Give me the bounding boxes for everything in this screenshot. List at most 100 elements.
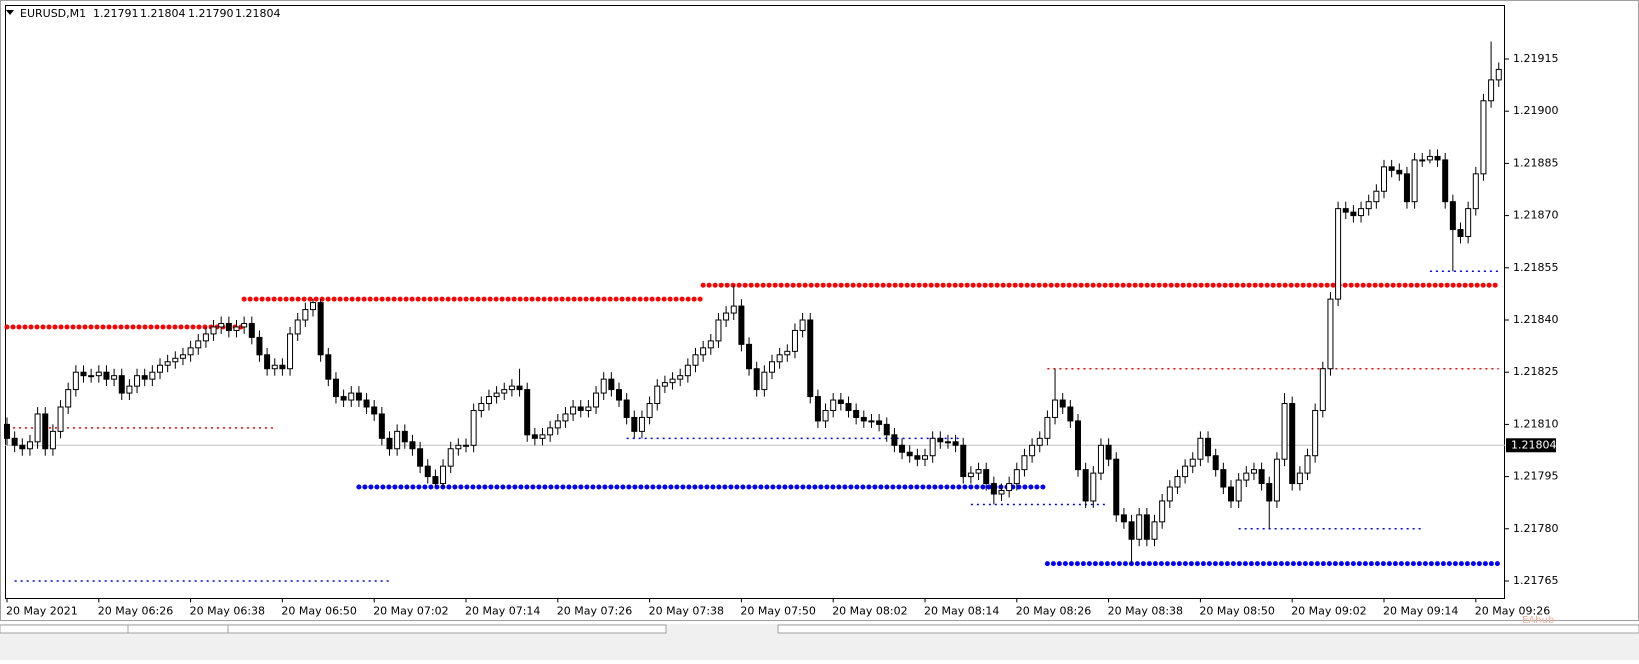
candle-body xyxy=(929,437,936,457)
candle-body xyxy=(1350,211,1357,217)
candle-body xyxy=(822,409,829,422)
candle-body xyxy=(1067,406,1074,422)
x-tick-label: 20 May 09:26 xyxy=(1475,604,1550,617)
candle-body xyxy=(1113,458,1120,516)
candle-body xyxy=(1052,399,1059,418)
x-tick-label: 20 May 06:38 xyxy=(190,604,265,617)
candle-body xyxy=(279,364,286,370)
candle-body xyxy=(72,371,79,391)
candle-body xyxy=(730,305,737,314)
candle-body xyxy=(287,333,294,370)
candle-body xyxy=(157,364,163,373)
candle-body xyxy=(753,368,760,391)
candle-body xyxy=(799,319,806,331)
x-tick-label: 20 May 2021 xyxy=(6,604,78,617)
candle-body xyxy=(355,392,362,401)
candle-body xyxy=(638,416,645,432)
plot-border xyxy=(5,5,1505,599)
candle-body xyxy=(1075,420,1081,471)
candle-body xyxy=(440,465,447,485)
candle-body xyxy=(447,448,454,467)
candle-body xyxy=(769,361,775,373)
candle-body xyxy=(95,371,102,377)
y-tick-label: 1.21870 xyxy=(1513,209,1559,222)
candle-body xyxy=(585,406,592,411)
candle-body xyxy=(1312,409,1319,457)
tab[interactable] xyxy=(127,624,229,634)
candle-body xyxy=(776,354,783,363)
candle-body xyxy=(1097,444,1104,474)
candle-body xyxy=(187,347,194,356)
candle-body xyxy=(876,420,883,425)
candle-body xyxy=(1013,469,1020,485)
candle-body xyxy=(570,406,577,415)
candle-body xyxy=(1488,79,1495,102)
candle-body xyxy=(1182,465,1189,478)
candle-body xyxy=(88,375,95,378)
candle-body xyxy=(1403,173,1410,203)
candle-body xyxy=(1220,469,1227,488)
candle-body xyxy=(960,444,967,478)
candle-body xyxy=(80,371,87,377)
candle-body xyxy=(738,305,745,345)
candle-body xyxy=(332,378,339,398)
candle-body xyxy=(401,430,408,443)
candle-body xyxy=(1419,159,1426,162)
candle-body xyxy=(340,396,347,401)
candle-body xyxy=(394,430,401,450)
y-tick-label: 1.21855 xyxy=(1513,261,1559,274)
y-tick-label: 1.21840 xyxy=(1513,313,1559,326)
candle-body xyxy=(1205,437,1212,457)
candle-body xyxy=(692,354,699,366)
candle-body xyxy=(661,382,668,387)
candle-body xyxy=(600,378,607,394)
candle-body xyxy=(1335,208,1342,300)
y-tick-label: 1.21780 xyxy=(1513,522,1559,535)
header-value: 1.21804 xyxy=(140,7,186,20)
candle-body xyxy=(248,322,255,338)
scrollbar[interactable] xyxy=(777,624,1639,634)
candle-body xyxy=(126,385,133,394)
menu-arrow[interactable] xyxy=(6,10,14,15)
symbol: EURUSD,M1 xyxy=(20,7,86,20)
x-tick-label: 20 May 08:50 xyxy=(1199,604,1274,617)
candle-body xyxy=(1434,155,1441,161)
candle-body xyxy=(868,420,875,423)
candle-body xyxy=(310,302,316,311)
candle-body xyxy=(1174,476,1181,488)
candle-body xyxy=(700,347,707,356)
candle-body xyxy=(1411,159,1418,203)
y-tick-label: 1.21885 xyxy=(1513,156,1559,169)
candle-body xyxy=(677,375,684,380)
candle-body xyxy=(1388,166,1395,171)
candle-body xyxy=(1480,100,1487,175)
x-tick-label: 20 May 06:50 xyxy=(281,604,356,617)
candle-body xyxy=(378,413,385,439)
candle-body xyxy=(424,465,431,478)
candle-body xyxy=(11,437,18,446)
tab[interactable] xyxy=(227,624,667,634)
tab[interactable] xyxy=(0,624,129,634)
candle-body xyxy=(371,406,378,415)
candle-body xyxy=(577,406,584,411)
header-value: 1.21804 xyxy=(235,7,281,20)
candle-body xyxy=(1289,403,1296,485)
candle-body xyxy=(34,413,41,443)
candle-body xyxy=(1426,155,1433,161)
candle-body xyxy=(1304,455,1311,474)
candle-body xyxy=(1090,472,1097,502)
candle-body xyxy=(470,409,477,446)
candle-body xyxy=(172,357,179,363)
candle-body xyxy=(593,392,600,408)
candle-body xyxy=(807,319,814,398)
x-tick-label: 20 May 08:38 xyxy=(1108,604,1183,617)
candle-body xyxy=(1044,416,1051,439)
x-tick-label: 20 May 07:38 xyxy=(649,604,724,617)
candle-body xyxy=(463,444,469,447)
y-tick-label: 1.21795 xyxy=(1513,470,1559,483)
candle-body xyxy=(1197,437,1204,460)
candle-body xyxy=(264,354,271,370)
candle-body xyxy=(233,326,240,331)
candle-body xyxy=(723,312,730,321)
